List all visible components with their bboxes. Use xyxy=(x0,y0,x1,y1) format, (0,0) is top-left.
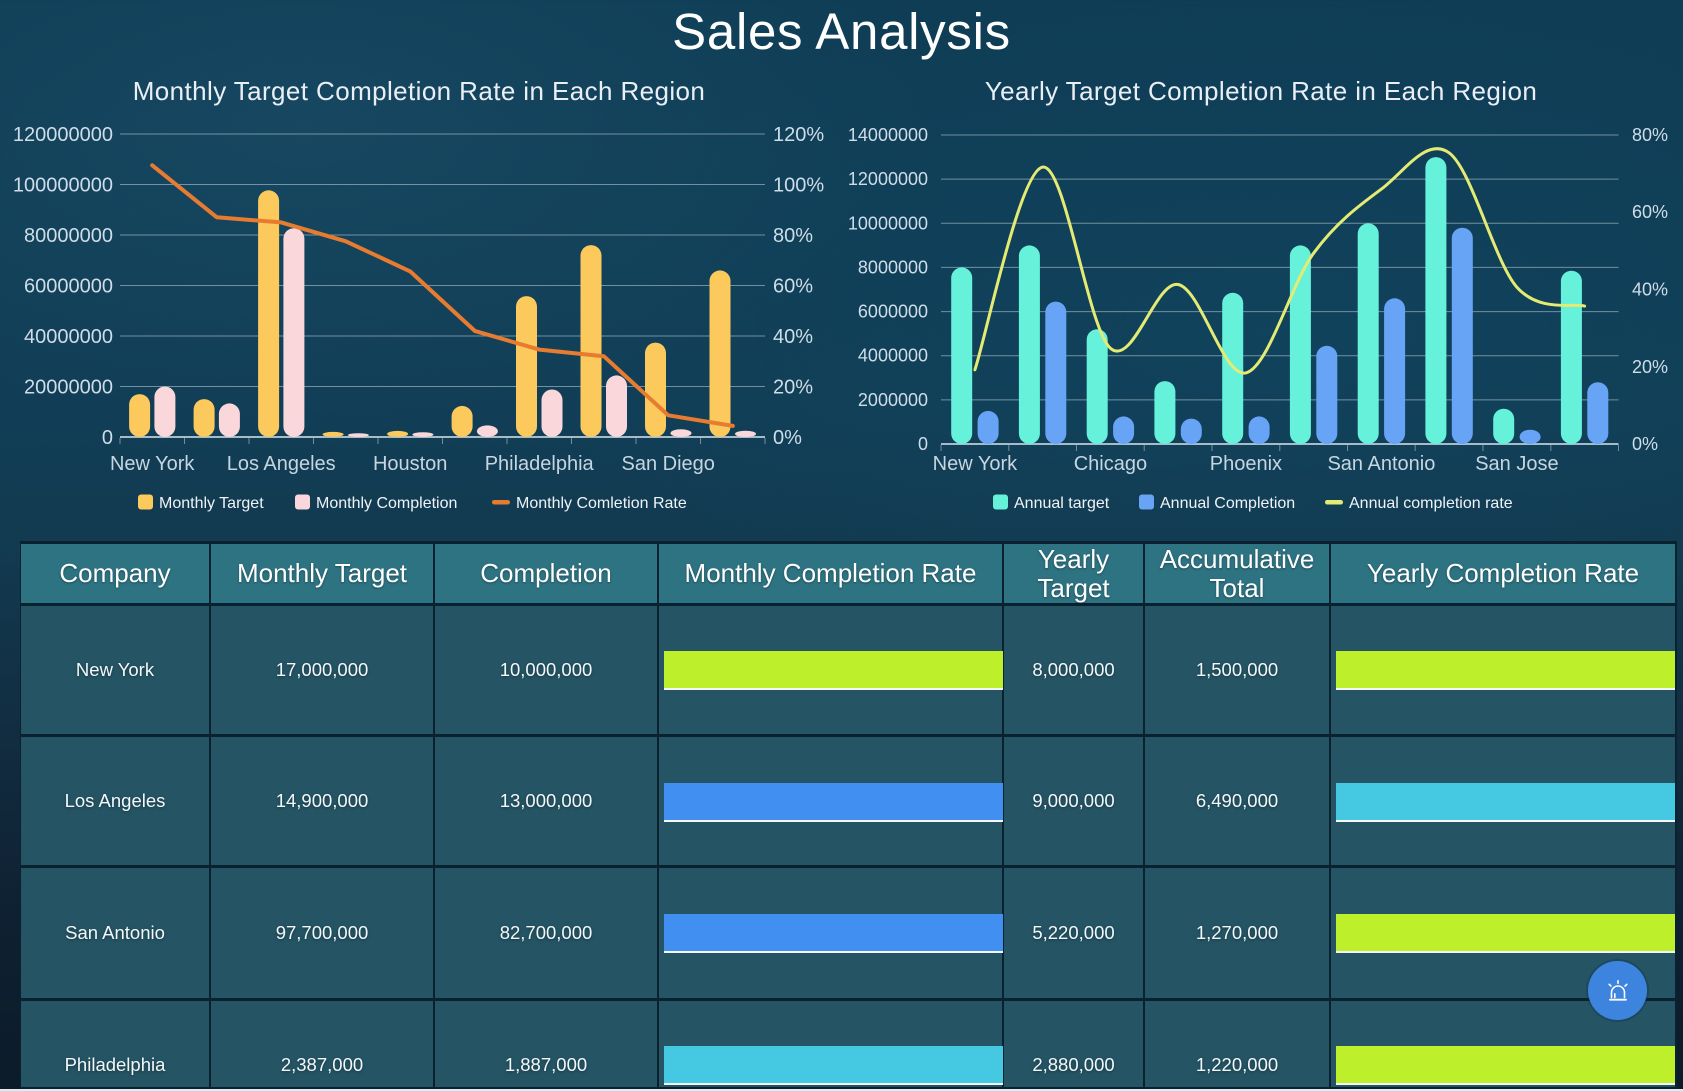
svg-text:0: 0 xyxy=(102,427,113,449)
svg-text:0%: 0% xyxy=(773,427,802,449)
svg-text:Los Angeles: Los Angeles xyxy=(227,453,336,475)
svg-text:San Diego: San Diego xyxy=(621,453,714,475)
svg-text:Phoenix: Phoenix xyxy=(1210,453,1282,475)
svg-text:80%: 80% xyxy=(773,225,813,247)
svg-text:2000000: 2000000 xyxy=(858,390,928,410)
svg-text:Annual Completion: Annual Completion xyxy=(1160,495,1295,512)
svg-text:120000000: 120000000 xyxy=(13,124,113,146)
svg-text:San Antonio: San Antonio xyxy=(1327,453,1435,475)
svg-text:6000000: 6000000 xyxy=(858,302,928,322)
svg-text:Yearly Target Completion Rate: Yearly Target Completion Rate in Each Re… xyxy=(985,76,1537,106)
svg-text:20%: 20% xyxy=(1632,357,1668,377)
svg-text:San Jose: San Jose xyxy=(1475,453,1558,475)
svg-text:Monthly Target Completion Rate: Monthly Target Completion Rate in Each R… xyxy=(133,76,706,106)
svg-text:14000000: 14000000 xyxy=(848,125,928,145)
svg-text:8000000: 8000000 xyxy=(858,257,928,277)
svg-text:4000000: 4000000 xyxy=(858,346,928,366)
svg-text:Monthly Comletion Rate: Monthly Comletion Rate xyxy=(516,495,687,512)
svg-text:Philadelphia: Philadelphia xyxy=(485,453,595,475)
svg-text:60%: 60% xyxy=(1632,202,1668,222)
svg-text:0%: 0% xyxy=(1632,434,1658,454)
svg-text:New York: New York xyxy=(933,453,1018,475)
svg-text:Chicago: Chicago xyxy=(1074,453,1147,475)
svg-text:12000000: 12000000 xyxy=(848,169,928,189)
svg-text:80%: 80% xyxy=(1632,125,1668,145)
svg-text:40%: 40% xyxy=(773,326,813,348)
svg-text:100000000: 100000000 xyxy=(13,175,113,197)
svg-text:120%: 120% xyxy=(773,124,824,146)
svg-text:0: 0 xyxy=(918,434,928,454)
svg-text:Annual target: Annual target xyxy=(1014,495,1110,512)
svg-text:80000000: 80000000 xyxy=(24,225,113,247)
svg-text:Annual completion rate: Annual completion rate xyxy=(1349,495,1513,512)
svg-text:20000000: 20000000 xyxy=(24,377,113,399)
svg-text:10000000: 10000000 xyxy=(848,213,928,233)
svg-text:Monthly Completion: Monthly Completion xyxy=(316,495,457,512)
svg-text:40%: 40% xyxy=(1632,280,1668,300)
svg-text:60000000: 60000000 xyxy=(24,276,113,298)
svg-text:40000000: 40000000 xyxy=(24,326,113,348)
svg-text:20%: 20% xyxy=(773,377,813,399)
svg-text:Monthly Target: Monthly Target xyxy=(159,495,264,512)
svg-text:100%: 100% xyxy=(773,175,824,197)
svg-text:Houston: Houston xyxy=(373,453,448,475)
svg-text:60%: 60% xyxy=(773,276,813,298)
svg-text:New York: New York xyxy=(110,453,195,475)
